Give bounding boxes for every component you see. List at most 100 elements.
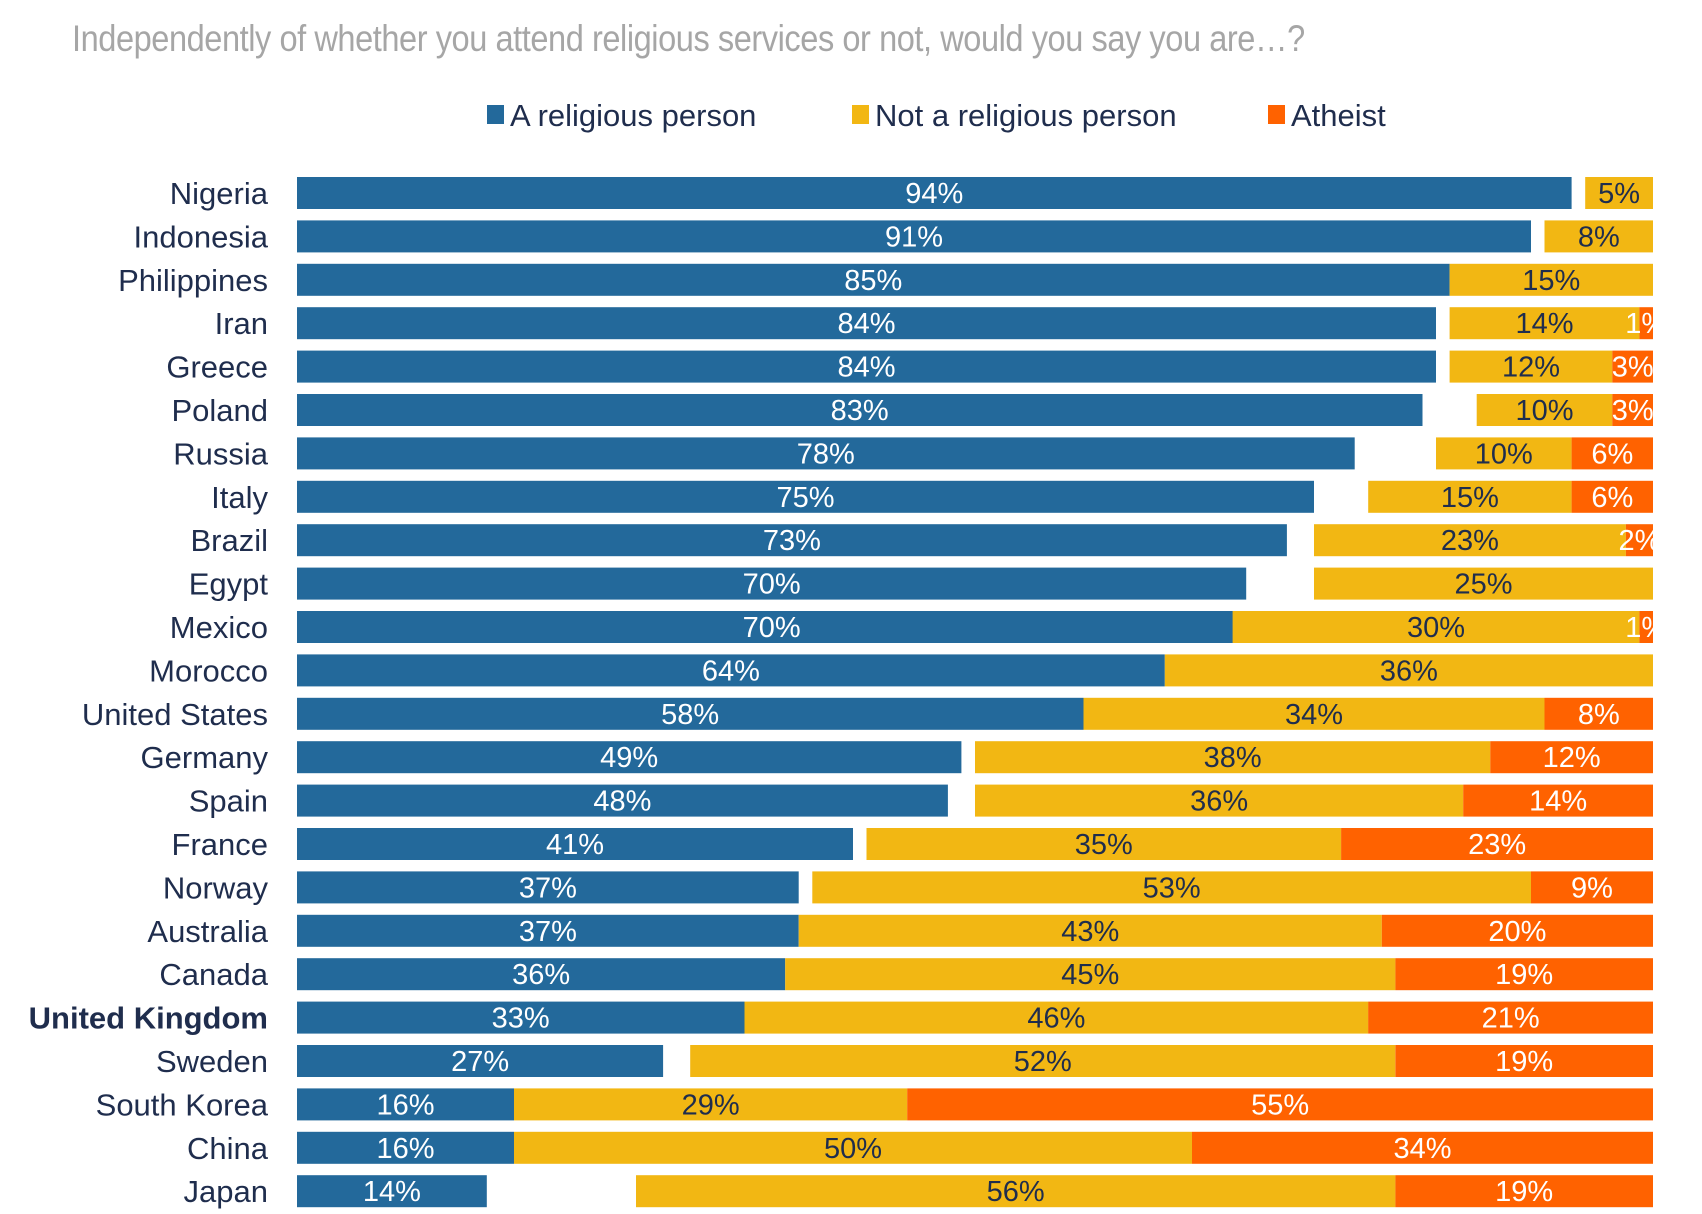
bar-row: Germany 49% 38% 12% xyxy=(141,740,1653,775)
bar-segment-religious xyxy=(297,914,799,947)
data-label: 49% xyxy=(600,742,658,774)
data-label: 25% xyxy=(1454,569,1512,601)
bar-row: South Korea 16% 29% 55% xyxy=(96,1087,1653,1122)
category-label: Australia xyxy=(147,914,268,949)
bar-segment-religious xyxy=(297,437,1355,470)
bar-row: Sweden 27% 52% 19% xyxy=(156,1044,1653,1079)
data-label: 6% xyxy=(1591,438,1633,470)
category-label: Canada xyxy=(159,957,268,992)
data-label: 55% xyxy=(1251,1089,1309,1121)
category-label: Spain xyxy=(189,784,268,819)
bar-segment-not-religious xyxy=(975,741,1491,774)
bar-segment-atheist xyxy=(1395,1175,1653,1208)
bar-segment-religious xyxy=(297,307,1436,340)
data-label: 8% xyxy=(1578,699,1620,731)
bar-segment-not-religious xyxy=(812,871,1531,904)
category-label: Iran xyxy=(215,306,268,341)
bar-segment-religious xyxy=(297,480,1314,513)
bar-row: Greece 84% 12% 3% xyxy=(166,350,1653,385)
bar-segment-atheist xyxy=(1571,437,1653,470)
data-label: 64% xyxy=(702,655,760,687)
data-label: 20% xyxy=(1488,916,1546,948)
category-label: Philippines xyxy=(118,263,268,298)
category-label: Japan xyxy=(184,1174,268,1209)
data-label: 36% xyxy=(1380,655,1438,687)
bar-segment-not-religious xyxy=(1449,350,1613,383)
data-label: 43% xyxy=(1061,916,1119,948)
bar-segment-not-religious xyxy=(690,1045,1396,1077)
bar-segment-religious xyxy=(297,784,948,817)
bar-segment-atheist xyxy=(1625,524,1653,557)
data-label: 70% xyxy=(743,569,801,601)
data-label: 2% xyxy=(1618,525,1660,557)
category-label: Sweden xyxy=(156,1044,268,1079)
data-label: 58% xyxy=(661,699,719,731)
category-label: Poland xyxy=(171,393,268,428)
bar-segment-not-religious xyxy=(975,784,1464,817)
category-label: France xyxy=(172,827,268,862)
data-label: 45% xyxy=(1061,959,1119,991)
bar-segment-atheist xyxy=(1395,1045,1653,1077)
data-label: 56% xyxy=(987,1176,1045,1208)
data-label: 16% xyxy=(376,1089,434,1121)
bar-segment-religious xyxy=(297,1088,514,1121)
data-label: 34% xyxy=(1393,1133,1451,1165)
bar-segment-religious xyxy=(297,263,1450,296)
category-label: Greece xyxy=(166,350,268,385)
bar-row: Japan 14% 56% 19% xyxy=(184,1174,1653,1209)
bar-segment-religious xyxy=(297,1045,664,1077)
data-label: 14% xyxy=(1515,308,1573,340)
data-label: 19% xyxy=(1495,1046,1553,1078)
bar-segment-not-religious xyxy=(1314,567,1653,600)
bar-segment-religious xyxy=(297,741,962,774)
data-label: 23% xyxy=(1468,829,1526,861)
bar-segment-atheist xyxy=(1531,871,1653,904)
data-label: 8% xyxy=(1578,221,1620,253)
category-label: Italy xyxy=(211,480,268,515)
bar-row: Norway 37% 53% 9% xyxy=(163,870,1653,905)
bar-segment-religious xyxy=(297,220,1531,253)
bar-segment-atheist xyxy=(1341,828,1653,860)
data-label: 21% xyxy=(1482,1003,1540,1035)
data-label: 38% xyxy=(1204,742,1262,774)
bar-row: Russia 78% 10% 6% xyxy=(173,436,1653,471)
data-label: 35% xyxy=(1075,829,1133,861)
category-label: Morocco xyxy=(149,653,268,688)
bar-segment-religious xyxy=(297,1175,487,1208)
bar-segment-not-religious xyxy=(1314,524,1626,557)
bar-segment-atheist xyxy=(1192,1131,1653,1164)
category-label: Germany xyxy=(141,740,269,775)
bar-segment-not-religious xyxy=(1449,307,1640,340)
data-label: 36% xyxy=(1190,786,1248,818)
data-label: 12% xyxy=(1502,352,1560,384)
bar-segment-not-religious xyxy=(866,828,1342,860)
bar-row: China 16% 50% 34% xyxy=(187,1131,1653,1166)
bar-segment-not-religious xyxy=(1585,177,1653,209)
legend-swatch xyxy=(852,105,869,124)
bar-segment-atheist xyxy=(1571,480,1653,513)
bar-row: Nigeria 94% 5% xyxy=(170,176,1653,211)
bar-segment-not-religious xyxy=(1476,394,1613,426)
data-label: 14% xyxy=(1529,786,1587,818)
data-label: 36% xyxy=(512,959,570,991)
bar-segment-atheist xyxy=(1612,394,1653,426)
data-label: 83% xyxy=(831,395,889,427)
data-label: 19% xyxy=(1495,1176,1553,1208)
data-label: 10% xyxy=(1475,438,1533,470)
data-label: 3% xyxy=(1612,395,1654,427)
legend-swatch xyxy=(1268,105,1285,124)
data-label: 73% xyxy=(763,525,821,557)
data-label: 70% xyxy=(743,612,801,644)
data-label: 16% xyxy=(376,1133,434,1165)
bar-segment-not-religious xyxy=(636,1175,1396,1208)
legend-label: A religious person xyxy=(510,98,756,133)
data-label: 15% xyxy=(1522,265,1580,297)
data-label: 75% xyxy=(776,482,834,514)
data-label: 5% xyxy=(1598,178,1640,210)
legend-item-3: Atheist xyxy=(1268,98,1386,133)
data-label: 84% xyxy=(837,308,895,340)
bar-row: Australia 37% 43% 20% xyxy=(147,914,1653,949)
data-label: 30% xyxy=(1407,612,1465,644)
bar-segment-not-religious xyxy=(798,914,1382,947)
category-label: Nigeria xyxy=(170,176,269,211)
